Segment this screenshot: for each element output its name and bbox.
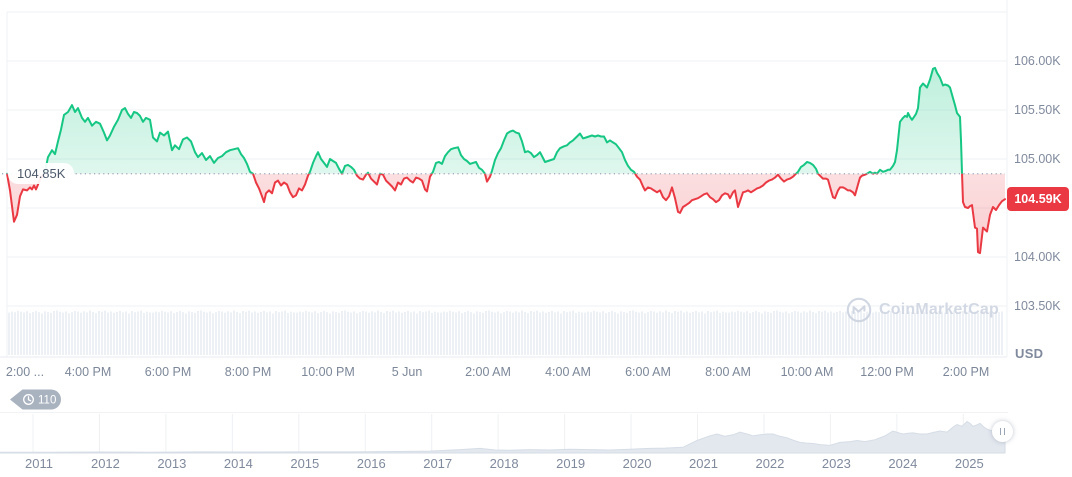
coinmarketcap-logo-icon	[846, 297, 872, 323]
watchers-badge: 110	[10, 389, 61, 410]
y-axis-tick: 105.50K	[1014, 103, 1061, 117]
timeline-year-tick: 2013	[157, 456, 187, 471]
timeline-year-tick: 2017	[423, 456, 453, 471]
time-axis-tick: 10:00 PM	[301, 365, 355, 379]
timeline-year-tick: 2022	[755, 456, 785, 471]
timeline-year-tick: 2020	[622, 456, 652, 471]
time-axis-tick: 12:00 PM	[860, 365, 914, 379]
timeline-year-tick: 2015	[290, 456, 320, 471]
time-axis-tick: 8:00 AM	[705, 365, 751, 379]
currency-unit-label: USD	[1015, 346, 1044, 361]
time-axis-tick: 10:00 AM	[780, 365, 834, 379]
timeline-minimap[interactable]	[0, 410, 1008, 456]
grip-icon	[1000, 428, 1005, 435]
timeline-year-tick: 2021	[689, 456, 718, 471]
timeline-scrubber-handle[interactable]	[992, 421, 1013, 442]
badge-bubble	[10, 389, 61, 410]
timeline-year-tick: 2014	[223, 456, 253, 471]
time-axis: 2:00 ... 4:00 PM 6:00 PM 8:00 PM 10:00 PM 5 J…	[0, 365, 1008, 381]
y-axis-tick: 106.00K	[1014, 54, 1061, 68]
baseline-price-label: 104.85K	[8, 163, 75, 185]
timeline-year-tick: 2024	[888, 456, 918, 471]
timeline-year-tick: 2016	[356, 456, 386, 471]
y-axis-tick: 103.50K	[1014, 299, 1061, 314]
timeline-year-tick: 2011	[25, 456, 53, 471]
timeline-year-tick: 2019	[556, 456, 586, 471]
timeline-year-axis: 2011 2012 2013 2014 2015 2016 2017 2018 2019 2020…	[0, 456, 1008, 472]
watchers-count: 110	[38, 395, 56, 407]
timeline-year-tick: 2012	[90, 456, 120, 471]
timeline-year-tick: 2018	[489, 456, 519, 471]
coinmarketcap-watermark: CoinMarketCap	[846, 297, 999, 323]
timeline-year-tick: 2023	[821, 456, 851, 471]
clock-icon	[23, 394, 34, 405]
time-axis-tick: 4:00 PM	[64, 365, 112, 379]
timeline-year-tick: 2025	[954, 456, 984, 471]
price-chart-canvas[interactable]	[0, 0, 1008, 358]
current-price-badge: 104.59K	[1007, 187, 1069, 212]
time-axis-tick: 5 Jun	[391, 365, 423, 379]
time-axis-tick: 2:00 ...	[5, 365, 45, 379]
time-axis-tick: 4:00 AM	[545, 365, 591, 379]
time-axis-tick: 8:00 PM	[224, 365, 272, 379]
time-axis-tick: 6:00 PM	[144, 365, 192, 379]
time-axis-tick: 2:00 AM	[465, 365, 511, 379]
watermark-label: CoinMarketCap	[879, 301, 999, 318]
y-axis-tick: 105.00K	[1014, 152, 1061, 167]
time-axis-tick: 2:00 PM	[942, 365, 990, 379]
time-axis-tick: 6:00 AM	[625, 365, 671, 379]
y-axis-tick: 104.00K	[1014, 250, 1061, 265]
